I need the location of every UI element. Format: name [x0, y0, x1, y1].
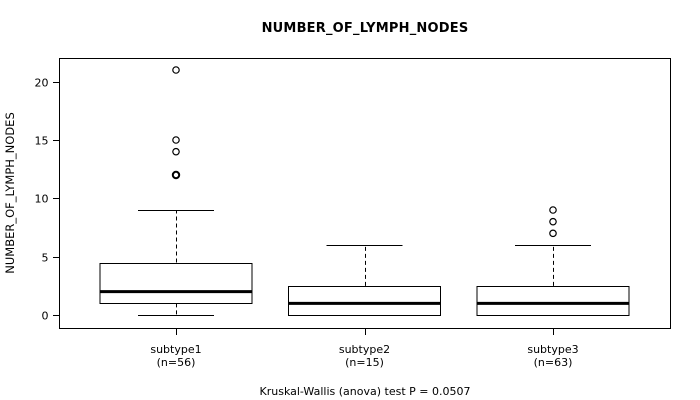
box-iqr	[476, 286, 630, 316]
y-tick-label: 15	[35, 135, 49, 148]
x-axis-group-label-subtype1: subtype1 (n=56)	[101, 343, 251, 369]
outlier-point	[172, 136, 180, 144]
box-iqr	[288, 286, 441, 316]
outlier-point	[549, 217, 557, 226]
outlier-point	[171, 170, 181, 180]
stat-test-caption: Kruskal-Wallis (anova) test P = 0.0507	[259, 385, 471, 398]
group-n: (n=15)	[345, 356, 384, 369]
outlier-point	[172, 66, 180, 74]
outlier-point	[549, 206, 557, 214]
y-tick-label: 10	[35, 193, 49, 206]
group-n: (n=56)	[156, 356, 196, 369]
group-name: subtype3	[527, 343, 579, 356]
group-name: subtype2	[338, 343, 391, 356]
group-name: subtype1	[150, 343, 202, 356]
y-tick-label: 20	[35, 77, 49, 90]
outlier-point	[172, 147, 180, 156]
x-axis-group-label-subtype3: subtype3 (n=63)	[478, 343, 628, 369]
outlier-point	[549, 229, 557, 238]
y-tick-label: 5	[42, 252, 49, 265]
group-n: (n=63)	[533, 356, 573, 369]
x-axis-group-label-subtype2: subtype2 (n=15)	[290, 343, 440, 369]
box-iqr	[99, 263, 253, 304]
chart-title: NUMBER_OF_LYMPH_NODES	[261, 21, 469, 36]
y-tick-label: 0	[42, 310, 49, 323]
